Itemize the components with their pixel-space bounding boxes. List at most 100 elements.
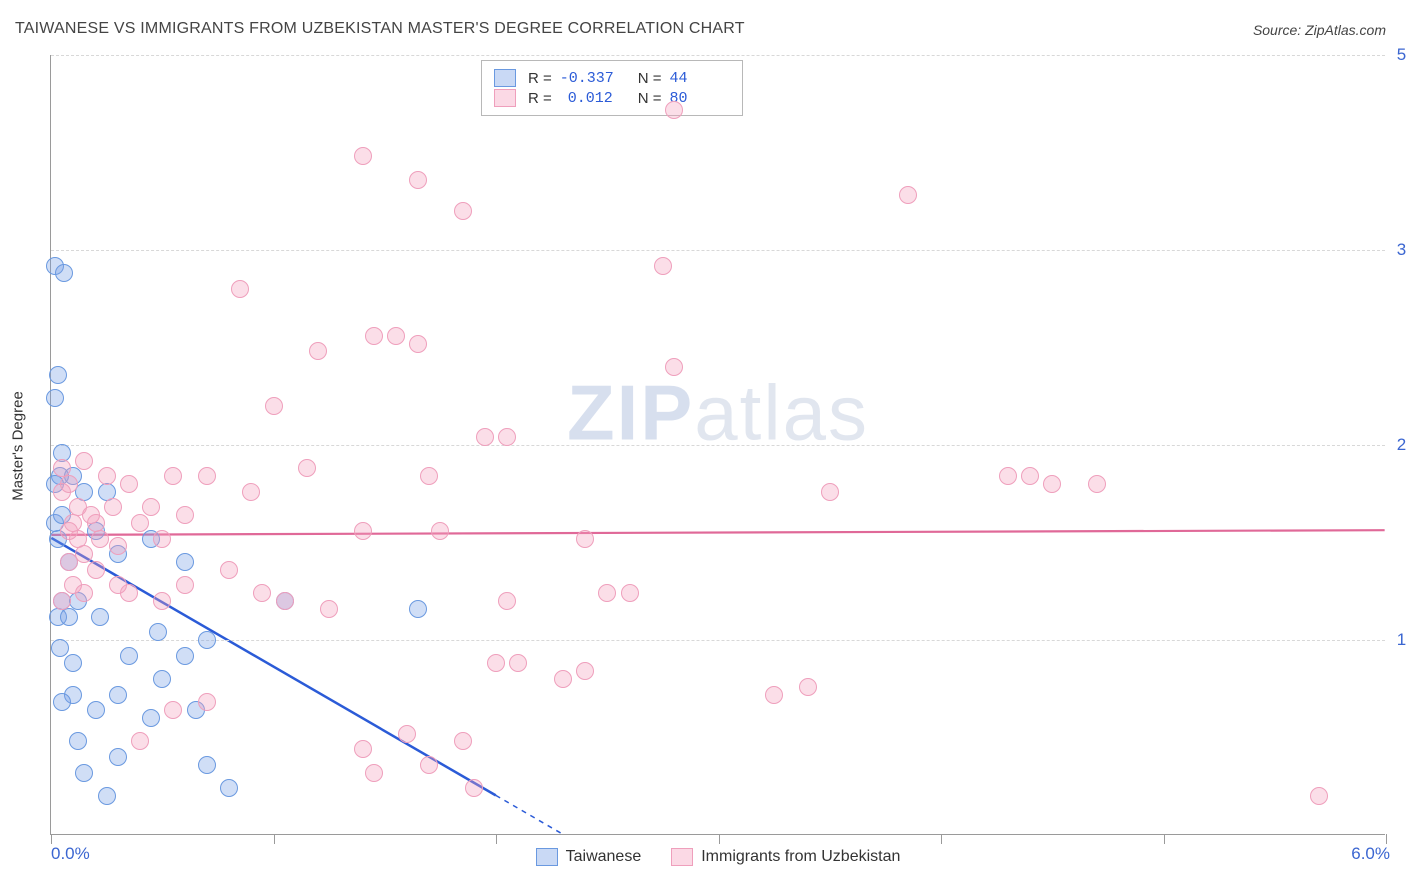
data-point: [104, 498, 122, 516]
data-point: [91, 530, 109, 548]
data-point: [1021, 467, 1039, 485]
data-point: [665, 358, 683, 376]
data-point: [87, 701, 105, 719]
data-point: [265, 397, 283, 415]
data-point: [409, 335, 427, 353]
swatch-pink: [494, 89, 516, 107]
source-label: Source: ZipAtlas.com: [1253, 22, 1386, 38]
data-point: [409, 600, 427, 618]
data-point: [198, 631, 216, 649]
data-point: [465, 779, 483, 797]
data-point: [60, 553, 78, 571]
data-point: [176, 647, 194, 665]
data-point: [53, 459, 71, 477]
data-point: [454, 202, 472, 220]
data-point: [309, 342, 327, 360]
data-point: [91, 608, 109, 626]
data-point: [1088, 475, 1106, 493]
gridline: [51, 55, 1385, 56]
data-point: [46, 389, 64, 407]
data-point: [298, 459, 316, 477]
x-tick: [51, 834, 52, 844]
data-point: [142, 498, 160, 516]
data-point: [75, 452, 93, 470]
data-point: [51, 639, 69, 657]
data-point: [87, 561, 105, 579]
data-point: [53, 693, 71, 711]
data-point: [354, 740, 372, 758]
data-point: [198, 693, 216, 711]
gridline: [51, 445, 1385, 446]
data-point: [799, 678, 817, 696]
data-point: [98, 787, 116, 805]
data-point: [665, 101, 683, 119]
data-point: [153, 670, 171, 688]
data-point: [75, 584, 93, 602]
data-point: [149, 623, 167, 641]
data-point: [398, 725, 416, 743]
data-point: [109, 576, 127, 594]
data-point: [131, 514, 149, 532]
data-point: [598, 584, 616, 602]
data-point: [1043, 475, 1061, 493]
series-legend: Taiwanese Immigrants from Uzbekistan: [51, 848, 1385, 866]
data-point: [153, 592, 171, 610]
y-axis-title: Master's Degree: [10, 391, 27, 501]
data-point: [98, 467, 116, 485]
legend-row-blue: R = -0.337 N = 44: [494, 69, 730, 87]
data-point: [242, 483, 260, 501]
gridline: [51, 250, 1385, 251]
x-tick: [496, 834, 497, 844]
y-tick-label: 37.5%: [1390, 240, 1406, 260]
data-point: [354, 147, 372, 165]
legend-item-uzbekistan: Immigrants from Uzbekistan: [671, 848, 900, 866]
x-tick: [941, 834, 942, 844]
data-point: [60, 475, 78, 493]
data-point: [142, 709, 160, 727]
swatch-pink-icon: [671, 848, 693, 866]
data-point: [198, 467, 216, 485]
data-point: [120, 647, 138, 665]
data-point: [64, 654, 82, 672]
data-point: [476, 428, 494, 446]
data-point: [164, 467, 182, 485]
data-point: [509, 654, 527, 672]
data-point: [387, 327, 405, 345]
data-point: [231, 280, 249, 298]
data-point: [53, 592, 71, 610]
data-point: [654, 257, 672, 275]
data-point: [1310, 787, 1328, 805]
data-point: [365, 764, 383, 782]
plot-area: ZIPatlas R = -0.337 N = 44 R = 0.012 N =…: [50, 55, 1385, 835]
data-point: [75, 545, 93, 563]
data-point: [109, 686, 127, 704]
data-point: [109, 537, 127, 555]
data-point: [220, 779, 238, 797]
data-point: [431, 522, 449, 540]
data-point: [75, 764, 93, 782]
data-point: [120, 475, 138, 493]
data-point: [409, 171, 427, 189]
data-point: [176, 576, 194, 594]
data-point: [576, 530, 594, 548]
data-point: [498, 428, 516, 446]
data-point: [109, 748, 127, 766]
data-point: [198, 756, 216, 774]
data-point: [253, 584, 271, 602]
data-point: [576, 662, 594, 680]
data-point: [69, 732, 87, 750]
correlation-legend: R = -0.337 N = 44 R = 0.012 N = 80: [481, 60, 743, 116]
data-point: [176, 553, 194, 571]
swatch-blue-icon: [536, 848, 558, 866]
gridline: [51, 640, 1385, 641]
x-tick: [719, 834, 720, 844]
data-point: [320, 600, 338, 618]
legend-row-pink: R = 0.012 N = 80: [494, 89, 730, 107]
data-point: [899, 186, 917, 204]
x-tick: [1386, 834, 1387, 844]
data-point: [420, 756, 438, 774]
data-point: [176, 506, 194, 524]
data-point: [82, 506, 100, 524]
data-point: [454, 732, 472, 750]
data-point: [420, 467, 438, 485]
